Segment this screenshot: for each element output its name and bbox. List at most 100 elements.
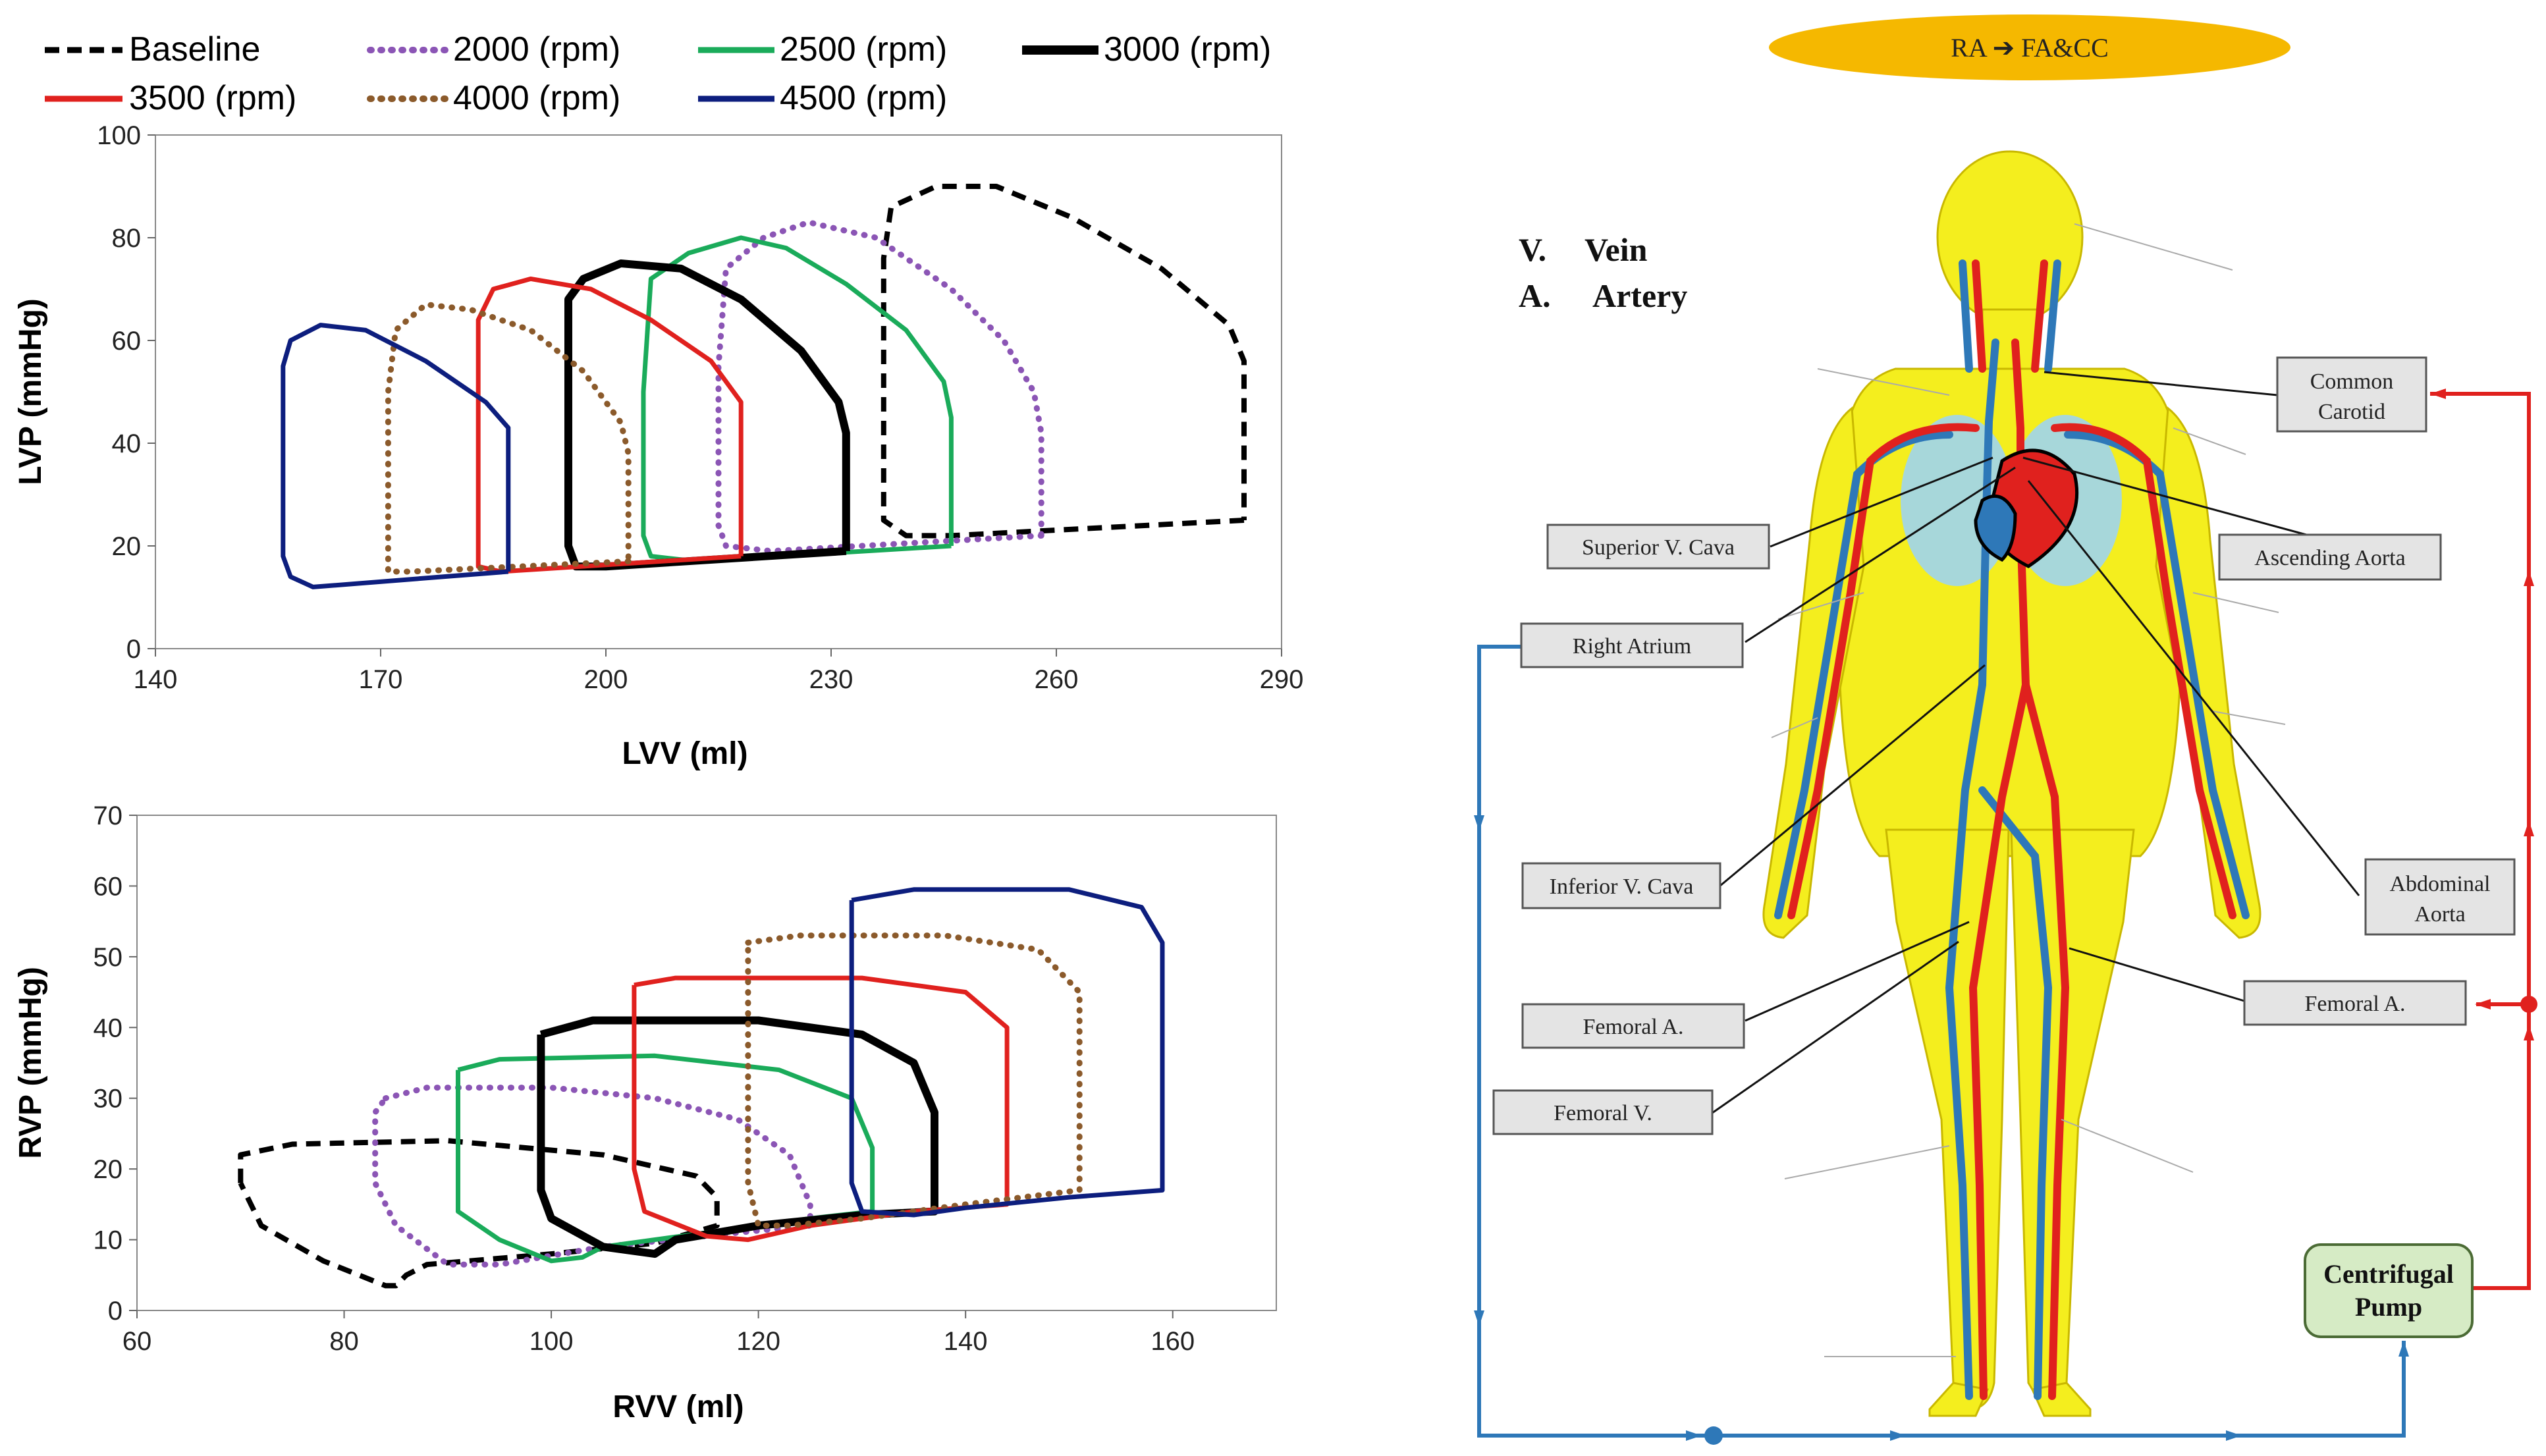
- flow-arrowheads: [2430, 389, 2534, 1040]
- legend-label: Baseline: [129, 30, 260, 68]
- series-4500-rpm-loop: [281, 323, 511, 589]
- series-2500-rpm-loop: [641, 235, 954, 564]
- y-tick-label: 30: [94, 1085, 123, 1114]
- leader-lines: [1712, 371, 2360, 1114]
- series-baseline-loop: [880, 184, 1247, 539]
- x-tick-label: 140: [134, 665, 178, 694]
- label-ascending-aorta: Ascending Aorta: [2218, 533, 2442, 581]
- y-tick-label: 60: [112, 327, 142, 356]
- series-4000-rpm-loop: [385, 301, 632, 575]
- y-tick-label: 20: [112, 532, 142, 561]
- junction-dot: [1704, 1426, 1723, 1445]
- header-text: RA ➔ FA&CC: [1951, 33, 2109, 63]
- red-flow-path: [2430, 392, 2531, 1290]
- axis-ticks: 60 80 100 120 140 160 0 10 20 30 40 50 60 70: [94, 801, 1195, 1356]
- legend-item-4500: 4500 (rpm): [698, 79, 947, 117]
- y-tick-label: 60: [94, 872, 123, 901]
- svg-text:Ascending Aorta: Ascending Aorta: [2254, 546, 2405, 570]
- venous-cannula-line: [1474, 645, 2409, 1445]
- y-tick-label: 10: [94, 1226, 123, 1255]
- rv-pv-loop-chart: 60 80 100 120 140 160 0 10 20 30 40 50 60 70 RVV (ml)…: [13, 801, 1277, 1424]
- series-3000-rpm-loop: [537, 1016, 938, 1258]
- legend-item-4000: 4000 (rpm): [367, 79, 620, 117]
- x-tick-label: 160: [1151, 1327, 1195, 1356]
- x-tick-label: 290: [1260, 665, 1304, 694]
- centrifugal-pump-box: Centrifugal Pump: [2304, 1243, 2474, 1338]
- arterial-cannula-line: [2430, 389, 2537, 1290]
- svg-text:Abdominal: Abdominal: [2390, 872, 2491, 896]
- label-right-atrium: Right Atrium: [1520, 622, 1744, 668]
- label-superior-v-cava: Superior V. Cava: [1546, 524, 1770, 570]
- series-4500-rpm-loop: [849, 887, 1165, 1218]
- legend-item-3000: 3000 (rpm): [1022, 30, 1271, 68]
- label-femoral-v: Femoral V.: [1492, 1089, 1714, 1135]
- blue-flow-path: [1477, 645, 2406, 1438]
- label-femoral-a-right: Femoral A.: [2243, 980, 2467, 1026]
- label-abdominal-aorta: Abdominal Aorta: [2364, 858, 2516, 936]
- legend-label: 3000 (rpm): [1104, 30, 1271, 68]
- x-axis-label: RVV (ml): [612, 1389, 744, 1424]
- x-tick-label: 230: [809, 665, 853, 694]
- key-artery-text: Artery: [1592, 277, 1687, 314]
- x-axis-label: LVV (ml): [622, 736, 747, 771]
- key-artery-abbr: A.: [1519, 277, 1551, 314]
- y-tick-label: 80: [112, 224, 142, 253]
- svg-text:Femoral A.: Femoral A.: [2305, 992, 2406, 1016]
- circulation-diagram: RA ➔ FA&CC V. Vein A. Artery: [1474, 14, 2537, 1445]
- svg-text:Aorta: Aorta: [2414, 902, 2465, 927]
- legend-item-3500: 3500 (rpm): [45, 79, 296, 117]
- series-curves: [281, 184, 1247, 589]
- svg-text:Pump: Pump: [2355, 1292, 2422, 1322]
- y-axis-label: RVP (mmHg): [13, 967, 48, 1159]
- y-tick-label: 70: [94, 801, 123, 830]
- x-tick-label: 120: [736, 1327, 780, 1356]
- legend-label: 2000 (rpm): [453, 30, 620, 68]
- legend-label: 2500 (rpm): [780, 30, 947, 68]
- x-tick-label: 200: [584, 665, 628, 694]
- svg-text:Common: Common: [2310, 369, 2394, 394]
- x-tick-label: 260: [1035, 665, 1079, 694]
- label-common-carotid: Common Carotid: [2276, 356, 2427, 433]
- x-tick-label: 140: [944, 1327, 988, 1356]
- y-tick-label: 100: [97, 121, 141, 150]
- y-tick-label: 50: [94, 943, 123, 972]
- legend-item-2500: 2500 (rpm): [698, 30, 947, 68]
- legend-label: 3500 (rpm): [129, 79, 296, 117]
- legend: Baseline 2000 (rpm) 2500 (rpm) 3000 (rpm…: [45, 30, 1271, 117]
- x-tick-label: 170: [359, 665, 403, 694]
- legend-label: 4500 (rpm): [780, 79, 947, 117]
- legend-label: 4000 (rpm): [453, 79, 620, 117]
- series-2000-rpm-loop: [715, 219, 1044, 554]
- svg-text:Femoral V.: Femoral V.: [1554, 1101, 1652, 1125]
- axis-ticks: 140 170 200 230 260 290 0 20 40 60 80 100: [97, 121, 1303, 694]
- human-body-illustration: [1762, 150, 2286, 1417]
- y-tick-label: 0: [108, 1297, 122, 1326]
- y-axis-label: LVP (mmHg): [13, 298, 48, 485]
- svg-text:Carotid: Carotid: [2318, 400, 2385, 424]
- series-curves: [238, 887, 1165, 1289]
- x-tick-label: 100: [529, 1327, 574, 1356]
- y-tick-label: 20: [94, 1155, 123, 1184]
- svg-text:Femoral A.: Femoral A.: [1583, 1015, 1684, 1039]
- svg-text:Centrifugal: Centrifugal: [2323, 1259, 2454, 1289]
- legend-item-baseline: Baseline: [45, 30, 260, 68]
- junction-dot: [2520, 996, 2537, 1013]
- y-tick-label: 0: [126, 635, 141, 664]
- label-inferior-v-cava: Inferior V. Cava: [1521, 862, 1721, 909]
- series-2000-rpm-loop: [372, 1085, 813, 1268]
- legend-item-2000: 2000 (rpm): [367, 30, 620, 68]
- header-pill: [1769, 14, 2290, 80]
- series-baseline-loop: [238, 1138, 720, 1289]
- key-vein-text: Vein: [1584, 231, 1648, 268]
- svg-text:Inferior V. Cava: Inferior V. Cava: [1550, 875, 1694, 899]
- y-tick-label: 40: [94, 1013, 123, 1042]
- label-femoral-a-left: Femoral A.: [1521, 1003, 1745, 1049]
- key-vein-abbr: V.: [1519, 231, 1546, 268]
- y-tick-label: 40: [112, 429, 142, 458]
- svg-text:Right Atrium: Right Atrium: [1573, 634, 1691, 659]
- x-tick-label: 80: [329, 1327, 359, 1356]
- svg-text:Superior V. Cava: Superior V. Cava: [1582, 535, 1735, 560]
- x-tick-label: 60: [122, 1327, 152, 1356]
